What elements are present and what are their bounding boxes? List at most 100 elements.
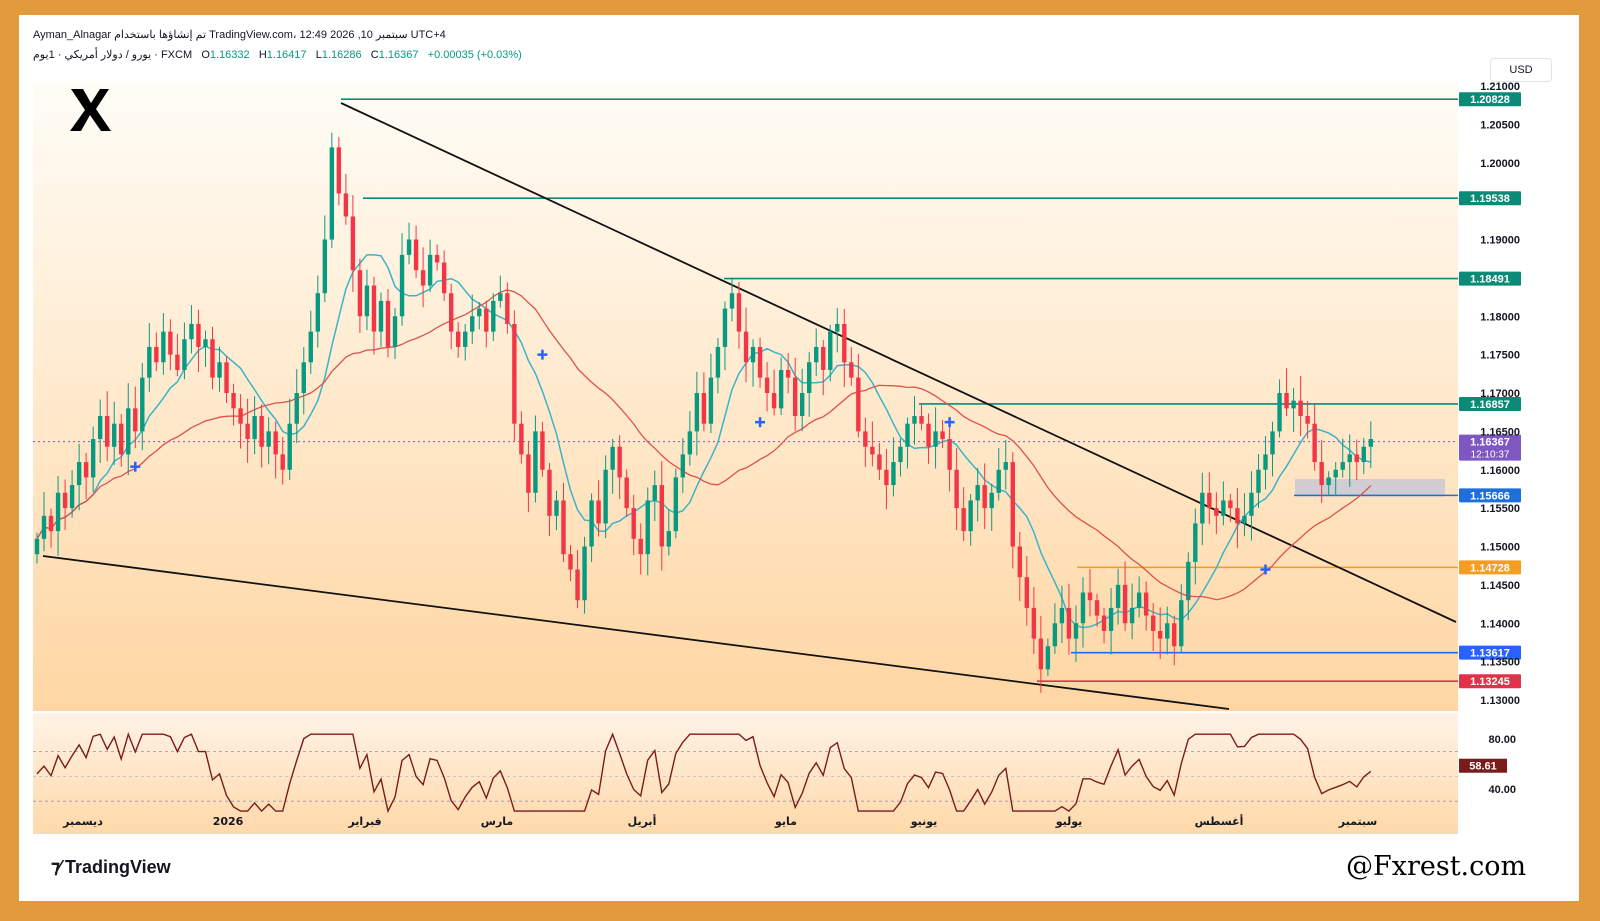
candle-body [561, 500, 566, 555]
x-tick-label: مايو [774, 815, 797, 828]
candle-body [280, 454, 285, 470]
candle-body [687, 431, 693, 455]
open-label: O [201, 49, 210, 61]
candle-body [1094, 600, 1100, 616]
candle-body [371, 285, 377, 332]
level-tag-label: 1.20828 [1470, 94, 1510, 106]
candle-body [540, 431, 545, 470]
level-tag-bg [1459, 488, 1521, 503]
candle-body [203, 339, 208, 347]
candle-body [105, 416, 110, 447]
candle-body [287, 423, 292, 470]
price-chart[interactable]: 1.20828 1.19538 1.18491 1.16857 1.15666 1.147… [19, 15, 1579, 901]
candle-body [989, 492, 994, 509]
candle-body [722, 308, 728, 347]
y-tick-label: 1.16500 [1480, 426, 1520, 438]
candle-body [785, 369, 791, 378]
candle-body [764, 377, 770, 393]
candle-body [835, 323, 840, 332]
candle-body [392, 316, 398, 347]
candle-body [196, 323, 201, 347]
candle-body [1368, 439, 1373, 447]
candle-body [1270, 431, 1275, 455]
candle-body [1010, 462, 1015, 547]
candle-body [1031, 607, 1037, 639]
candle-body [778, 369, 784, 409]
candle-body [757, 346, 763, 378]
y-tick-label: 1.18000 [1480, 311, 1520, 323]
candle-body [1354, 454, 1359, 463]
candle-body [34, 538, 40, 555]
symbol-label[interactable]: يورو / دولار أمريكي · 1يوم · FXCM [33, 49, 193, 61]
slow-moving-average-line [36, 289, 1372, 601]
candle-body [610, 446, 615, 470]
candle-body [792, 377, 798, 417]
candle-body [434, 254, 440, 263]
tradingview-logo[interactable]: ⁊⁄ TradingView [51, 857, 171, 878]
candle-body [652, 485, 657, 501]
candle-body [168, 331, 173, 355]
candle-body [231, 393, 236, 409]
candle-body [69, 485, 75, 509]
y-tick-label: 1.15500 [1480, 503, 1520, 515]
candle-body [1165, 623, 1170, 639]
y-tick-label: 1.17000 [1480, 388, 1520, 400]
currency-button[interactable]: USD [1490, 58, 1552, 82]
candle-body [891, 462, 896, 486]
candle-body [126, 408, 131, 455]
level-tag-label: 1.13245 [1470, 676, 1510, 688]
x-tick-label: فبراير [347, 815, 381, 828]
outer-frame: 1.20828 1.19538 1.18491 1.16857 1.15666 1.147… [3, 3, 1595, 918]
candle-body [350, 216, 356, 271]
candle-body [512, 323, 517, 424]
candle-body [378, 300, 384, 332]
candle-body [631, 508, 636, 539]
candle-body [1150, 615, 1156, 631]
candle-body [1284, 393, 1289, 409]
candle-body [729, 293, 735, 309]
candle-body [182, 339, 187, 370]
candle-body [547, 469, 552, 516]
candle-body [463, 331, 468, 347]
candle-body [308, 331, 313, 363]
y-tick-label: 1.21000 [1480, 81, 1520, 93]
candle-body [877, 454, 882, 470]
candle-body [526, 454, 531, 493]
candle-body [1143, 592, 1149, 616]
candle-body [975, 485, 980, 501]
current-price-tag [1459, 434, 1521, 461]
candle-body [968, 500, 973, 532]
candle-body [294, 393, 299, 424]
candle-body [575, 569, 580, 601]
candle-body [210, 339, 215, 378]
candle-body [55, 492, 61, 532]
candle-body [399, 254, 405, 317]
candle-body [259, 416, 264, 447]
candle-body [673, 477, 679, 532]
level-tag-label: 1.14728 [1470, 562, 1510, 574]
candle-body [1101, 615, 1107, 631]
high-value: 1.16417 [266, 49, 307, 61]
tradingview-brand: TradingView [64, 857, 171, 877]
candle-body [947, 439, 952, 470]
candle-body [343, 193, 349, 217]
candle-body [484, 308, 489, 332]
candle-body [1017, 546, 1022, 578]
candle-body [596, 500, 601, 524]
candle-body [519, 423, 524, 455]
level-tag-bg [1459, 92, 1521, 107]
low-label: L [315, 49, 322, 61]
candle-body [1256, 469, 1261, 493]
y-tick-label: 1.15000 [1480, 542, 1520, 554]
countdown-label: 12:10:37 [1471, 450, 1510, 461]
candle-body [1228, 500, 1233, 509]
candle-body [1122, 584, 1128, 624]
candle-body [582, 546, 587, 601]
candle-body [680, 454, 686, 478]
candle-body [252, 416, 257, 440]
candle-body [161, 331, 166, 363]
candle-body [1200, 492, 1205, 524]
candle-body [1326, 477, 1331, 486]
candle-body [842, 323, 847, 363]
candle-body [238, 408, 243, 424]
